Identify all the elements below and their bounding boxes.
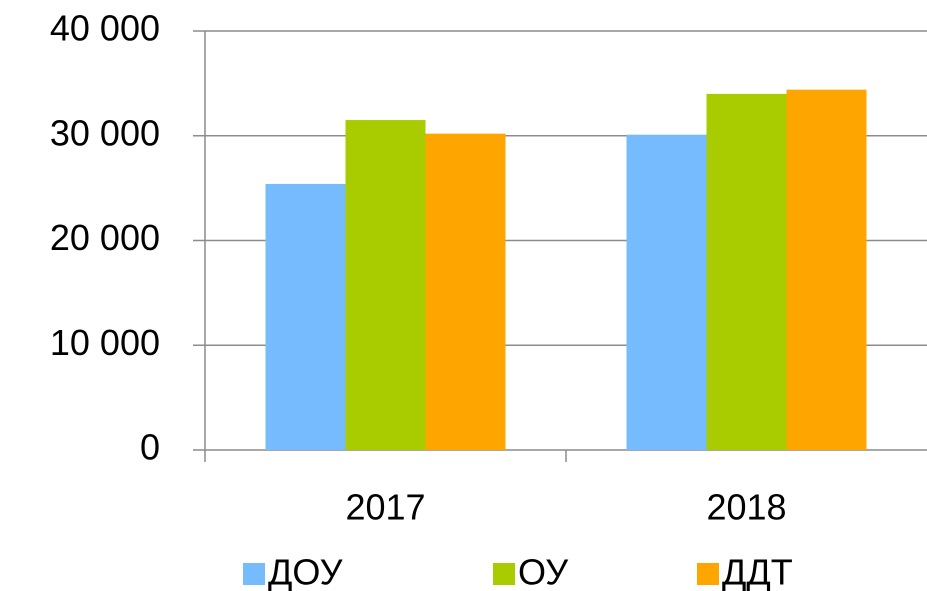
bar <box>425 133 506 450</box>
bar <box>706 93 787 450</box>
bar <box>265 183 346 450</box>
x-tick-label: 2018 <box>706 487 786 528</box>
legend-swatch <box>697 563 719 585</box>
legend-swatch <box>493 563 515 585</box>
bar <box>345 120 426 450</box>
y-tick-label: 20 000 <box>50 217 160 258</box>
legend-label: ДДТ <box>722 552 793 591</box>
legend-label: ОУ <box>518 552 569 591</box>
legend-swatch <box>243 563 265 585</box>
bar <box>786 89 867 450</box>
bar <box>626 134 707 450</box>
y-tick-label: 40 000 <box>50 8 160 49</box>
legend-label: ДОУ <box>268 552 344 591</box>
y-tick-label: 10 000 <box>50 322 160 363</box>
y-tick-label: 30 000 <box>50 112 160 153</box>
y-tick-label: 0 <box>140 427 160 468</box>
x-tick-label: 2017 <box>345 487 425 528</box>
